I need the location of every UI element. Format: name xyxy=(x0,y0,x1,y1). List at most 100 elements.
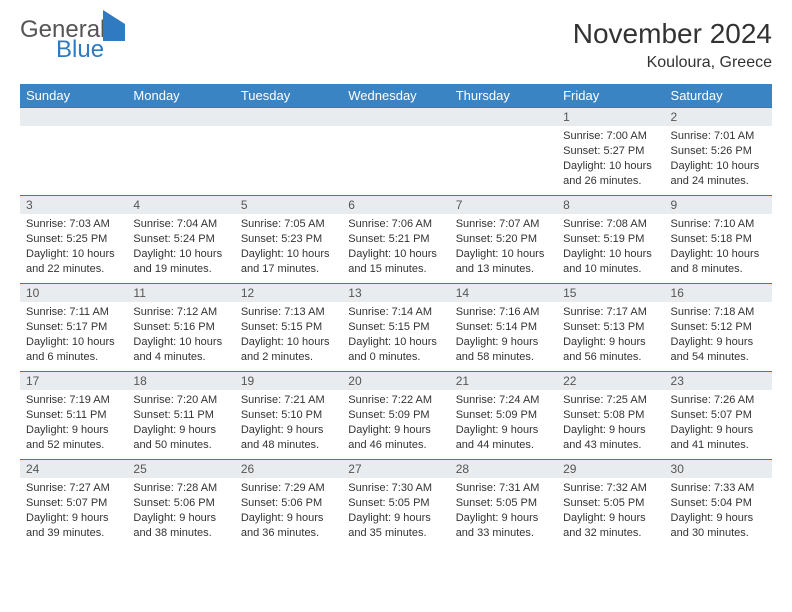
sunrise-text: Sunrise: 7:21 AM xyxy=(241,393,336,408)
day-body: Sunrise: 7:31 AMSunset: 5:05 PMDaylight:… xyxy=(450,478,557,546)
sunrise-text: Sunrise: 7:00 AM xyxy=(563,129,658,144)
daylight-text: Daylight: 10 hours and 10 minutes. xyxy=(563,247,658,277)
calendar-cell: 16Sunrise: 7:18 AMSunset: 5:12 PMDayligh… xyxy=(665,284,772,372)
day-body: Sunrise: 7:26 AMSunset: 5:07 PMDaylight:… xyxy=(665,390,772,458)
day-number: 23 xyxy=(665,372,772,390)
sunset-text: Sunset: 5:16 PM xyxy=(133,320,228,335)
sunrise-text: Sunrise: 7:16 AM xyxy=(456,305,551,320)
day-number: 11 xyxy=(127,284,234,302)
day-number xyxy=(20,108,127,126)
sunset-text: Sunset: 5:21 PM xyxy=(348,232,443,247)
calendar-cell: 30Sunrise: 7:33 AMSunset: 5:04 PMDayligh… xyxy=(665,460,772,548)
calendar-cell: 11Sunrise: 7:12 AMSunset: 5:16 PMDayligh… xyxy=(127,284,234,372)
sunrise-text: Sunrise: 7:18 AM xyxy=(671,305,766,320)
day-body: Sunrise: 7:14 AMSunset: 5:15 PMDaylight:… xyxy=(342,302,449,370)
day-body: Sunrise: 7:10 AMSunset: 5:18 PMDaylight:… xyxy=(665,214,772,282)
logo-text-block: General Blue xyxy=(20,18,125,62)
day-body: Sunrise: 7:28 AMSunset: 5:06 PMDaylight:… xyxy=(127,478,234,546)
day-body xyxy=(235,126,342,186)
calendar-cell: 6Sunrise: 7:06 AMSunset: 5:21 PMDaylight… xyxy=(342,196,449,284)
day-number: 2 xyxy=(665,108,772,126)
sunset-text: Sunset: 5:14 PM xyxy=(456,320,551,335)
calendar-cell: 21Sunrise: 7:24 AMSunset: 5:09 PMDayligh… xyxy=(450,372,557,460)
day-body: Sunrise: 7:24 AMSunset: 5:09 PMDaylight:… xyxy=(450,390,557,458)
sunrise-text: Sunrise: 7:30 AM xyxy=(348,481,443,496)
calendar-cell-empty xyxy=(235,108,342,196)
sunset-text: Sunset: 5:12 PM xyxy=(671,320,766,335)
day-body: Sunrise: 7:13 AMSunset: 5:15 PMDaylight:… xyxy=(235,302,342,370)
sunrise-text: Sunrise: 7:06 AM xyxy=(348,217,443,232)
sunset-text: Sunset: 5:07 PM xyxy=(671,408,766,423)
daylight-text: Daylight: 10 hours and 8 minutes. xyxy=(671,247,766,277)
daylight-text: Daylight: 9 hours and 36 minutes. xyxy=(241,511,336,541)
day-body: Sunrise: 7:17 AMSunset: 5:13 PMDaylight:… xyxy=(557,302,664,370)
calendar-row: 24Sunrise: 7:27 AMSunset: 5:07 PMDayligh… xyxy=(20,460,772,548)
sunset-text: Sunset: 5:19 PM xyxy=(563,232,658,247)
day-number xyxy=(127,108,234,126)
day-body: Sunrise: 7:03 AMSunset: 5:25 PMDaylight:… xyxy=(20,214,127,282)
sunset-text: Sunset: 5:15 PM xyxy=(241,320,336,335)
sunset-text: Sunset: 5:24 PM xyxy=(133,232,228,247)
sunset-text: Sunset: 5:13 PM xyxy=(563,320,658,335)
calendar-cell: 19Sunrise: 7:21 AMSunset: 5:10 PMDayligh… xyxy=(235,372,342,460)
sunrise-text: Sunrise: 7:03 AM xyxy=(26,217,121,232)
sunrise-text: Sunrise: 7:24 AM xyxy=(456,393,551,408)
daylight-text: Daylight: 9 hours and 33 minutes. xyxy=(456,511,551,541)
calendar-cell: 20Sunrise: 7:22 AMSunset: 5:09 PMDayligh… xyxy=(342,372,449,460)
daylight-text: Daylight: 9 hours and 54 minutes. xyxy=(671,335,766,365)
sunrise-text: Sunrise: 7:04 AM xyxy=(133,217,228,232)
daylight-text: Daylight: 9 hours and 56 minutes. xyxy=(563,335,658,365)
day-body: Sunrise: 7:06 AMSunset: 5:21 PMDaylight:… xyxy=(342,214,449,282)
calendar-cell: 29Sunrise: 7:32 AMSunset: 5:05 PMDayligh… xyxy=(557,460,664,548)
sunset-text: Sunset: 5:09 PM xyxy=(348,408,443,423)
weekday-header: Tuesday xyxy=(235,84,342,108)
day-number: 27 xyxy=(342,460,449,478)
calendar-cell: 3Sunrise: 7:03 AMSunset: 5:25 PMDaylight… xyxy=(20,196,127,284)
daylight-text: Daylight: 10 hours and 26 minutes. xyxy=(563,159,658,189)
day-number: 1 xyxy=(557,108,664,126)
daylight-text: Daylight: 9 hours and 39 minutes. xyxy=(26,511,121,541)
day-number: 28 xyxy=(450,460,557,478)
sunset-text: Sunset: 5:27 PM xyxy=(563,144,658,159)
calendar-body: 1Sunrise: 7:00 AMSunset: 5:27 PMDaylight… xyxy=(20,108,772,548)
calendar-cell: 8Sunrise: 7:08 AMSunset: 5:19 PMDaylight… xyxy=(557,196,664,284)
sunset-text: Sunset: 5:04 PM xyxy=(671,496,766,511)
sunset-text: Sunset: 5:15 PM xyxy=(348,320,443,335)
sunrise-text: Sunrise: 7:20 AM xyxy=(133,393,228,408)
day-number: 25 xyxy=(127,460,234,478)
daylight-text: Daylight: 9 hours and 43 minutes. xyxy=(563,423,658,453)
sunrise-text: Sunrise: 7:33 AM xyxy=(671,481,766,496)
day-body: Sunrise: 7:18 AMSunset: 5:12 PMDaylight:… xyxy=(665,302,772,370)
sunset-text: Sunset: 5:23 PM xyxy=(241,232,336,247)
daylight-text: Daylight: 10 hours and 15 minutes. xyxy=(348,247,443,277)
day-body: Sunrise: 7:30 AMSunset: 5:05 PMDaylight:… xyxy=(342,478,449,546)
day-body xyxy=(127,126,234,186)
calendar-cell: 27Sunrise: 7:30 AMSunset: 5:05 PMDayligh… xyxy=(342,460,449,548)
sunset-text: Sunset: 5:18 PM xyxy=(671,232,766,247)
daylight-text: Daylight: 9 hours and 46 minutes. xyxy=(348,423,443,453)
day-body: Sunrise: 7:05 AMSunset: 5:23 PMDaylight:… xyxy=(235,214,342,282)
calendar-header: SundayMondayTuesdayWednesdayThursdayFrid… xyxy=(20,84,772,108)
sunrise-text: Sunrise: 7:05 AM xyxy=(241,217,336,232)
daylight-text: Daylight: 9 hours and 38 minutes. xyxy=(133,511,228,541)
sunset-text: Sunset: 5:08 PM xyxy=(563,408,658,423)
calendar-cell: 28Sunrise: 7:31 AMSunset: 5:05 PMDayligh… xyxy=(450,460,557,548)
daylight-text: Daylight: 10 hours and 13 minutes. xyxy=(456,247,551,277)
day-number: 26 xyxy=(235,460,342,478)
sunset-text: Sunset: 5:05 PM xyxy=(348,496,443,511)
calendar-row: 1 Sunrise: 7:00 AMSunset: 5:27 PMDaylight… xyxy=(20,108,772,196)
day-body: Sunrise: 7:21 AMSunset: 5:10 PMDaylight:… xyxy=(235,390,342,458)
sunrise-text: Sunrise: 7:07 AM xyxy=(456,217,551,232)
sunrise-text: Sunrise: 7:01 AM xyxy=(671,129,766,144)
daylight-text: Daylight: 9 hours and 30 minutes. xyxy=(671,511,766,541)
sunrise-text: Sunrise: 7:10 AM xyxy=(671,217,766,232)
sunset-text: Sunset: 5:06 PM xyxy=(133,496,228,511)
day-body: Sunrise: 7:04 AMSunset: 5:24 PMDaylight:… xyxy=(127,214,234,282)
calendar-cell: 1 Sunrise: 7:00 AMSunset: 5:27 PMDaylight… xyxy=(557,108,664,196)
day-number xyxy=(342,108,449,126)
calendar-cell-empty xyxy=(450,108,557,196)
daylight-text: Daylight: 9 hours and 52 minutes. xyxy=(26,423,121,453)
day-number: 12 xyxy=(235,284,342,302)
day-number: 21 xyxy=(450,372,557,390)
day-body: Sunrise: 7:22 AMSunset: 5:09 PMDaylight:… xyxy=(342,390,449,458)
